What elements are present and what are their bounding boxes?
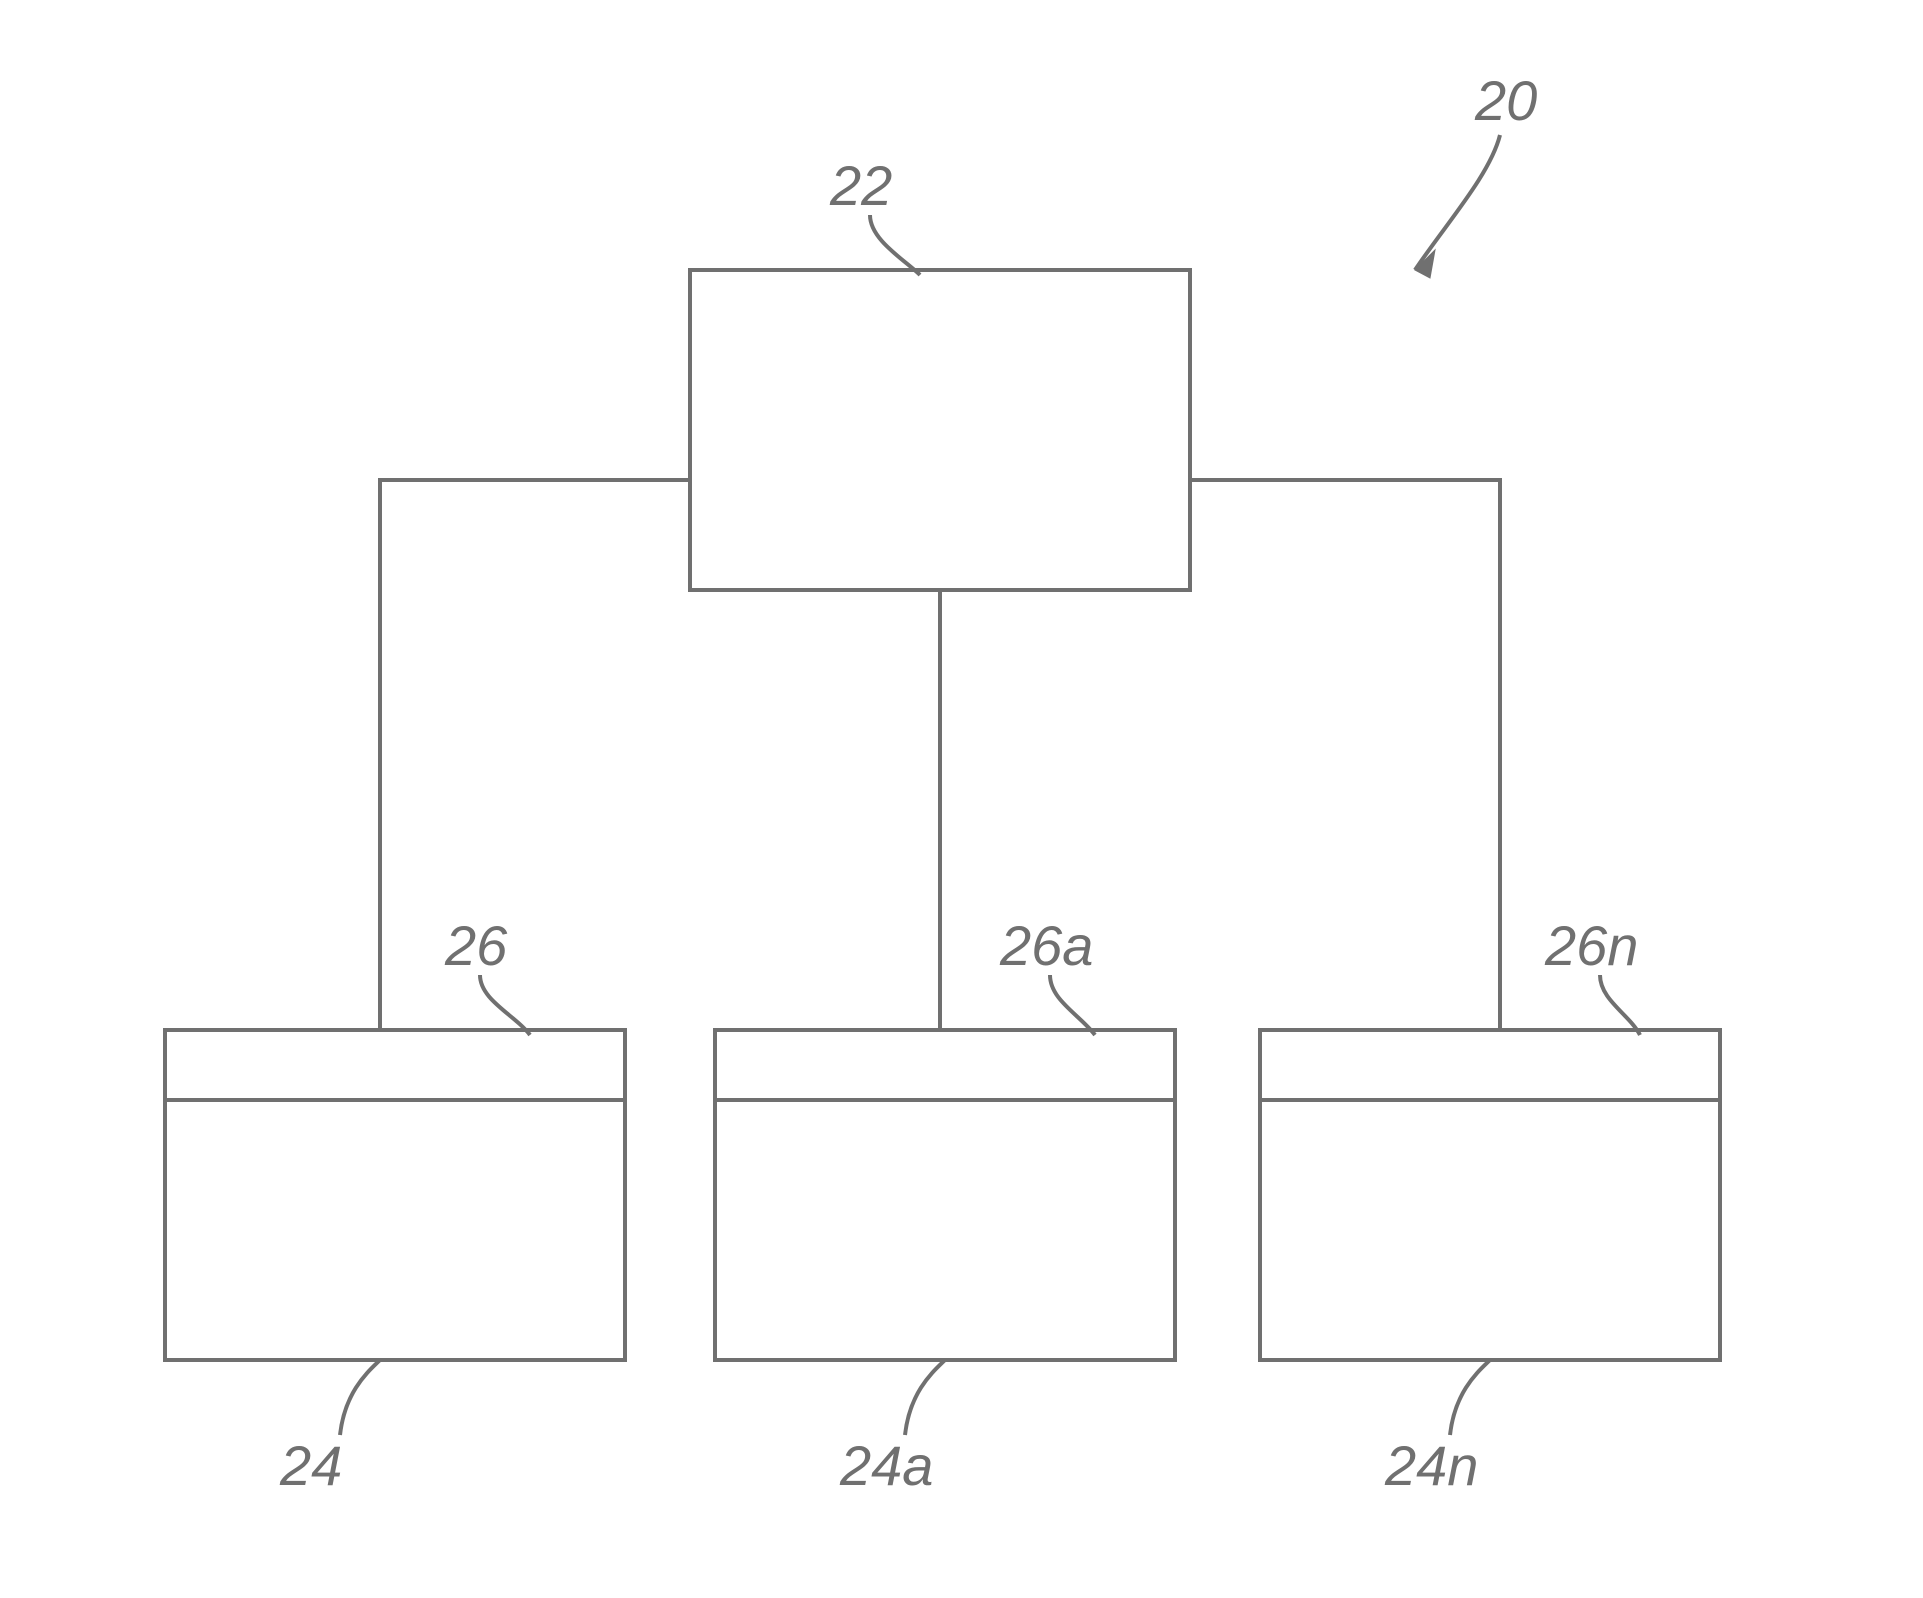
child-2-header-lead (1050, 975, 1095, 1035)
child-1-box-lead (340, 1360, 380, 1435)
root-box (690, 270, 1190, 590)
child-2-box-label: 24a (839, 1434, 933, 1497)
system-arrow (1415, 135, 1500, 270)
child-3-box (1260, 1030, 1720, 1360)
child-2-header-label: 26a (999, 914, 1093, 977)
child-2-box (715, 1030, 1175, 1360)
child-3-header-lead (1600, 975, 1640, 1035)
root-label: 22 (829, 154, 892, 217)
child-2-box-lead (905, 1360, 945, 1435)
system-label: 20 (1474, 69, 1537, 132)
child-1-header-lead (480, 975, 530, 1035)
root-label-lead (870, 215, 920, 275)
child-1-connector (380, 480, 690, 1030)
child-1-box-label: 24 (279, 1434, 342, 1497)
child-1-header-label: 26 (444, 914, 508, 977)
child-3-box-label: 24n (1384, 1434, 1478, 1497)
child-3-box-lead (1450, 1360, 1490, 1435)
child-3-connector (1190, 480, 1500, 1030)
child-3-header-label: 26n (1544, 914, 1638, 977)
child-1-box (165, 1030, 625, 1360)
